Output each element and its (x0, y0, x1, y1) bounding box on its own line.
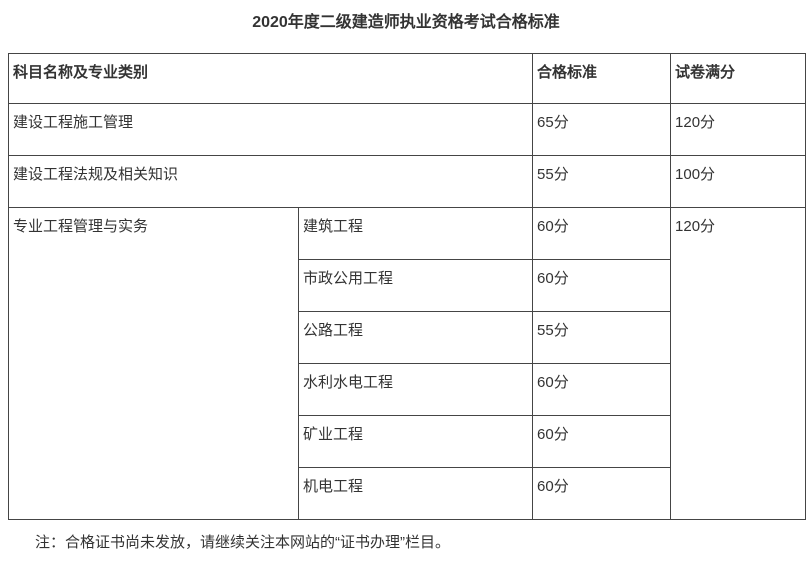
category-cell: 矿业工程 (297, 415, 534, 468)
standards-table: 科目名称及专业类别 合格标准 试卷满分 建设工程施工管理 65分 120分 建设… (7, 53, 807, 520)
header-pass-column: 合格标准 (532, 53, 672, 104)
full-score-cell: 120分 (670, 103, 807, 156)
pass-score-cell: 55分 (532, 311, 672, 364)
table-row-specialty-architecture: 专业工程管理与实务 建筑工程 60分 120分 (8, 207, 807, 520)
page-title: 2020年度二级建造师执业资格考试合格标准 (252, 14, 560, 31)
full-score-merged-cell: 120分 (670, 207, 807, 520)
table-row-specialty-municipal: 市政公用工程 60分 (9, 259, 806, 312)
category-cell: 市政公用工程 (297, 259, 534, 312)
pass-score-cell: 60分 (532, 207, 672, 260)
category-cell: 机电工程 (297, 467, 534, 520)
category-cell: 公路工程 (297, 311, 534, 364)
pass-score-cell: 60分 (532, 259, 672, 312)
pass-score-cell: 65分 (532, 103, 672, 156)
table-row-specialty-mining: 矿业工程 60分 (9, 415, 806, 468)
table-row-specialty-water-conservancy: 水利水电工程 60分 (9, 363, 806, 416)
footnote: 注：合格证书尚未发放，请继续关注本网站的“证书办理”栏目。 (35, 534, 450, 551)
pass-score-cell: 60分 (532, 415, 672, 468)
category-cell: 水利水电工程 (297, 363, 534, 416)
header-subject-column: 科目名称及专业类别 (7, 53, 534, 104)
specialty-merged-subject-cell: 专业工程管理与实务 (8, 207, 299, 520)
subject-cell: 建设工程施工管理 (7, 103, 534, 156)
header-full-column: 试卷满分 (670, 53, 807, 104)
page: 2020年度二级建造师执业资格考试合格标准 科目名称及专业类别 合格标准 试卷满… (0, 12, 812, 553)
category-cell: 建筑工程 (297, 207, 534, 260)
subject-cell: 建设工程法规及相关知识 (7, 155, 534, 208)
pass-score-cell: 60分 (532, 363, 672, 416)
table-row-specialty-mechanical-electrical: 机电工程 60分 (9, 467, 806, 520)
table-row-construction-management: 建设工程施工管理 65分 120分 (7, 103, 807, 156)
table-row-laws-regulations: 建设工程法规及相关知识 55分 100分 (7, 155, 807, 208)
pass-score-cell: 60分 (532, 467, 672, 520)
table-header-row: 科目名称及专业类别 合格标准 试卷满分 (7, 53, 807, 104)
full-score-cell: 100分 (670, 155, 807, 208)
pass-score-cell: 55分 (532, 155, 672, 208)
table-row-specialty-highway: 公路工程 55分 (9, 311, 806, 364)
